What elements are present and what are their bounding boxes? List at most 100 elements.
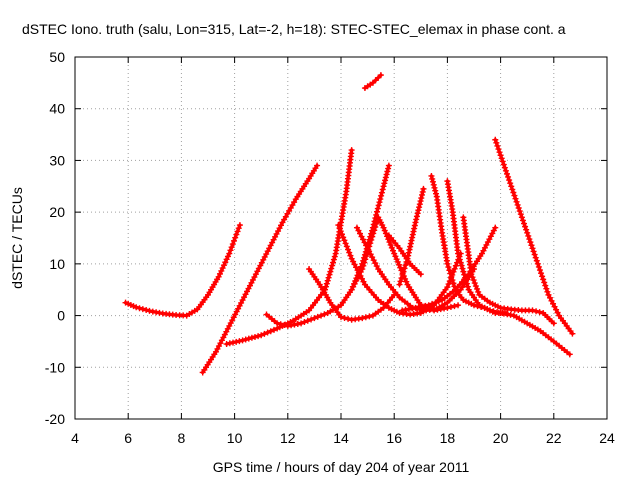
- data-point-marker: [472, 283, 479, 290]
- data-point-marker: [378, 189, 385, 196]
- data-point-marker: [359, 266, 366, 273]
- data-point-marker: [538, 270, 545, 277]
- data-point-marker: [226, 250, 233, 257]
- data-point-marker: [455, 253, 462, 260]
- x-tick-label: 12: [280, 430, 296, 446]
- data-point-marker: [366, 243, 373, 250]
- data-point-marker: [229, 241, 236, 248]
- data-point-marker: [399, 271, 406, 278]
- data-point-marker: [365, 246, 372, 253]
- data-series: [444, 178, 573, 358]
- data-point-marker: [248, 334, 255, 341]
- data-series: [223, 147, 355, 348]
- data-point-marker: [432, 187, 439, 194]
- data-point-marker: [416, 201, 423, 208]
- data-point-marker: [380, 183, 387, 190]
- data-point-marker: [385, 165, 392, 172]
- data-point-marker: [136, 305, 143, 312]
- data-point-marker: [528, 242, 535, 249]
- data-point-marker: [324, 277, 331, 284]
- data-point-marker: [433, 190, 439, 197]
- data-point-marker: [448, 273, 455, 280]
- data-point-marker: [470, 277, 477, 284]
- data-point-marker: [451, 265, 458, 272]
- x-tick-label: 24: [599, 430, 615, 446]
- data-point-marker: [529, 307, 536, 314]
- data-point-marker: [461, 271, 468, 278]
- data-point-marker: [380, 224, 387, 231]
- data-point-marker: [416, 204, 423, 211]
- data-point-marker: [463, 280, 470, 287]
- data-point-marker: [512, 195, 519, 202]
- data-point-marker: [459, 265, 466, 272]
- data-point-marker: [327, 268, 334, 275]
- data-point-marker: [446, 267, 453, 274]
- data-point-marker: [226, 340, 233, 347]
- data-point-marker: [387, 241, 394, 248]
- data-point-marker: [323, 280, 330, 287]
- data-series: [396, 185, 427, 288]
- data-point-marker: [510, 189, 517, 196]
- data-point-marker: [516, 208, 523, 215]
- data-point-marker: [369, 233, 376, 240]
- data-point-marker: [529, 245, 536, 252]
- data-series: [306, 266, 398, 323]
- data-point-marker: [393, 256, 400, 263]
- data-point-marker: [521, 220, 528, 227]
- data-point-marker: [232, 234, 239, 241]
- data-point-marker: [497, 152, 504, 159]
- data-point-marker: [508, 183, 515, 190]
- data-point-marker: [444, 284, 451, 291]
- data-point-marker: [460, 268, 467, 275]
- data-point-marker: [533, 308, 540, 315]
- x-axis-label: GPS time / hours of day 204 of year 2011: [213, 459, 470, 475]
- data-point-marker: [403, 278, 410, 285]
- data-point-marker: [499, 158, 506, 165]
- data-point-marker: [419, 191, 426, 198]
- x-tick-label: 14: [333, 430, 349, 446]
- data-point-marker: [569, 330, 576, 337]
- data-point-marker: [391, 250, 398, 257]
- data-point-marker: [447, 303, 454, 310]
- data-point-marker: [379, 186, 386, 193]
- x-tick-label: 16: [386, 430, 402, 446]
- data-point-marker: [318, 312, 325, 319]
- data-point-marker: [531, 251, 538, 258]
- data-point-marker: [464, 283, 471, 290]
- x-tick-label: 4: [71, 430, 79, 446]
- data-point-marker: [486, 307, 493, 314]
- data-series: [492, 136, 576, 337]
- y-tick-label: -20: [45, 411, 65, 427]
- data-point-marker: [536, 309, 543, 316]
- data-point-marker: [281, 322, 288, 329]
- data-point-marker: [338, 231, 345, 238]
- data-point-marker: [374, 208, 381, 215]
- data-point-marker: [566, 351, 573, 358]
- data-point-marker: [345, 315, 352, 322]
- data-point-marker: [495, 146, 502, 153]
- data-point-marker: [401, 265, 408, 272]
- data-point-marker: [376, 199, 383, 206]
- data-point-marker: [413, 216, 420, 223]
- data-point-marker: [274, 320, 281, 327]
- data-point-marker: [382, 174, 389, 181]
- data-point-marker: [498, 155, 505, 162]
- data-point-marker: [235, 225, 242, 232]
- y-tick-label: 0: [57, 308, 65, 324]
- data-point-marker: [340, 234, 347, 241]
- data-point-marker: [375, 202, 382, 209]
- data-point-marker: [362, 256, 369, 263]
- data-point-marker: [525, 232, 532, 239]
- data-point-marker: [382, 177, 389, 184]
- data-point-marker: [456, 256, 463, 263]
- data-point-marker: [511, 192, 518, 199]
- data-point-marker: [445, 264, 452, 271]
- data-point-marker: [455, 250, 462, 257]
- data-point-marker: [335, 222, 342, 229]
- data-point-marker: [419, 188, 426, 195]
- data-point-marker: [431, 184, 438, 191]
- data-point-marker: [544, 288, 551, 295]
- data-point-marker: [532, 254, 539, 261]
- data-point-marker: [314, 313, 321, 320]
